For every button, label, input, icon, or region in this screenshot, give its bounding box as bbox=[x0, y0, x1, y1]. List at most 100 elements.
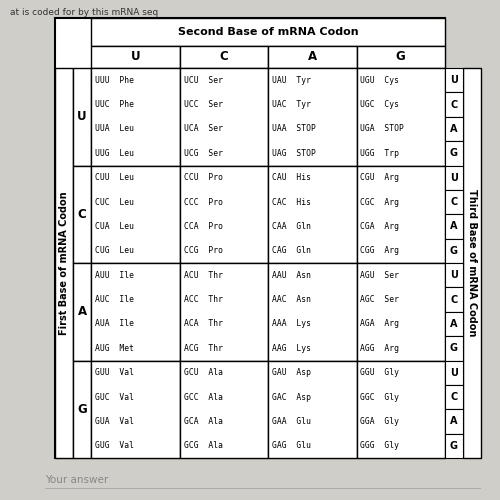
Text: CAU  His: CAU His bbox=[272, 173, 311, 182]
Bar bbox=[445, 312, 463, 336]
Text: UUA  Leu: UUA Leu bbox=[95, 124, 134, 134]
Text: A: A bbox=[308, 50, 317, 64]
Text: GGU  Gly: GGU Gly bbox=[360, 368, 400, 377]
Text: UAG  STOP: UAG STOP bbox=[272, 149, 316, 158]
Bar bbox=[268, 263, 356, 360]
Bar bbox=[356, 360, 445, 458]
Bar bbox=[445, 238, 463, 263]
Text: GAC  Asp: GAC Asp bbox=[272, 392, 311, 402]
Text: First Base of mRNA Codon: First Base of mRNA Codon bbox=[59, 191, 69, 335]
Bar bbox=[91, 263, 180, 360]
Text: Your answer: Your answer bbox=[45, 475, 108, 485]
Text: CCG  Pro: CCG Pro bbox=[184, 246, 222, 256]
Text: GCU  Ala: GCU Ala bbox=[184, 368, 222, 377]
Text: C: C bbox=[450, 392, 458, 402]
Bar bbox=[445, 92, 463, 116]
Text: CUA  Leu: CUA Leu bbox=[95, 222, 134, 231]
Text: ACG  Thr: ACG Thr bbox=[184, 344, 222, 353]
Text: GUA  Val: GUA Val bbox=[95, 417, 134, 426]
Text: AGA  Arg: AGA Arg bbox=[360, 320, 400, 328]
Bar bbox=[445, 263, 463, 287]
Bar bbox=[91, 360, 180, 458]
Text: GAG  Glu: GAG Glu bbox=[272, 442, 311, 450]
Text: GAU  Asp: GAU Asp bbox=[272, 368, 311, 377]
Text: UGC  Cys: UGC Cys bbox=[360, 100, 400, 109]
Text: U: U bbox=[450, 368, 458, 378]
Text: A: A bbox=[450, 319, 458, 329]
Bar bbox=[445, 166, 463, 190]
Text: G: G bbox=[450, 148, 458, 158]
Bar bbox=[356, 68, 445, 166]
Text: AGU  Ser: AGU Ser bbox=[360, 270, 400, 280]
Bar bbox=[445, 434, 463, 458]
Text: GGC  Gly: GGC Gly bbox=[360, 392, 400, 402]
Bar bbox=[445, 141, 463, 166]
Text: CUG  Leu: CUG Leu bbox=[95, 246, 134, 256]
Text: CGC  Arg: CGC Arg bbox=[360, 198, 400, 206]
Bar bbox=[268, 360, 356, 458]
Text: AUG  Met: AUG Met bbox=[95, 344, 134, 353]
Text: ACC  Thr: ACC Thr bbox=[184, 295, 222, 304]
Bar bbox=[445, 409, 463, 434]
Text: UCG  Ser: UCG Ser bbox=[184, 149, 222, 158]
Bar bbox=[445, 68, 463, 92]
Bar bbox=[91, 46, 180, 68]
Bar bbox=[55, 18, 445, 458]
Bar bbox=[180, 46, 268, 68]
Bar bbox=[180, 166, 268, 263]
Text: GCA  Ala: GCA Ala bbox=[184, 417, 222, 426]
Text: A: A bbox=[450, 124, 458, 134]
Bar bbox=[463, 68, 481, 458]
Text: GUC  Val: GUC Val bbox=[95, 392, 134, 402]
Text: CUC  Leu: CUC Leu bbox=[95, 198, 134, 206]
Text: ACU  Thr: ACU Thr bbox=[184, 270, 222, 280]
Text: C: C bbox=[78, 208, 86, 221]
Text: U: U bbox=[450, 172, 458, 182]
Text: Third Base of mRNA Codon: Third Base of mRNA Codon bbox=[467, 190, 477, 336]
Bar bbox=[268, 68, 356, 166]
Text: UCC  Ser: UCC Ser bbox=[184, 100, 222, 109]
Text: UGA  STOP: UGA STOP bbox=[360, 124, 405, 134]
Text: G: G bbox=[450, 441, 458, 451]
Text: AUU  Ile: AUU Ile bbox=[95, 270, 134, 280]
Text: U: U bbox=[130, 50, 140, 64]
Bar bbox=[180, 263, 268, 360]
Text: UUC  Phe: UUC Phe bbox=[95, 100, 134, 109]
Text: GCC  Ala: GCC Ala bbox=[184, 392, 222, 402]
Text: G: G bbox=[450, 246, 458, 256]
Bar bbox=[268, 46, 356, 68]
Text: AGG  Arg: AGG Arg bbox=[360, 344, 400, 353]
Text: UAC  Tyr: UAC Tyr bbox=[272, 100, 311, 109]
Text: AAU  Asn: AAU Asn bbox=[272, 270, 311, 280]
Text: CCU  Pro: CCU Pro bbox=[184, 173, 222, 182]
Text: CAG  Gln: CAG Gln bbox=[272, 246, 311, 256]
Text: CGA  Arg: CGA Arg bbox=[360, 222, 400, 231]
Text: CGU  Arg: CGU Arg bbox=[360, 173, 400, 182]
Text: GUU  Val: GUU Val bbox=[95, 368, 134, 377]
Text: C: C bbox=[220, 50, 228, 64]
Bar bbox=[55, 68, 73, 458]
Text: AGC  Ser: AGC Ser bbox=[360, 295, 400, 304]
Text: A: A bbox=[450, 222, 458, 232]
Text: AAA  Lys: AAA Lys bbox=[272, 320, 311, 328]
Bar bbox=[445, 116, 463, 141]
Text: G: G bbox=[77, 403, 87, 416]
Text: UGG  Trp: UGG Trp bbox=[360, 149, 400, 158]
Bar bbox=[445, 336, 463, 360]
Bar bbox=[73, 263, 91, 360]
Bar bbox=[445, 385, 463, 409]
Bar bbox=[180, 360, 268, 458]
Text: C: C bbox=[450, 197, 458, 207]
Bar bbox=[445, 360, 463, 385]
Bar bbox=[268, 166, 356, 263]
Text: G: G bbox=[396, 50, 406, 64]
Text: UUU  Phe: UUU Phe bbox=[95, 76, 134, 84]
Text: G: G bbox=[450, 344, 458, 353]
Text: C: C bbox=[450, 100, 458, 110]
Text: GAA  Glu: GAA Glu bbox=[272, 417, 311, 426]
Text: U: U bbox=[77, 110, 87, 123]
Text: CCC  Pro: CCC Pro bbox=[184, 198, 222, 206]
Text: AAC  Asn: AAC Asn bbox=[272, 295, 311, 304]
Text: Second Base of mRNA Codon: Second Base of mRNA Codon bbox=[178, 27, 358, 37]
Text: UAA  STOP: UAA STOP bbox=[272, 124, 316, 134]
